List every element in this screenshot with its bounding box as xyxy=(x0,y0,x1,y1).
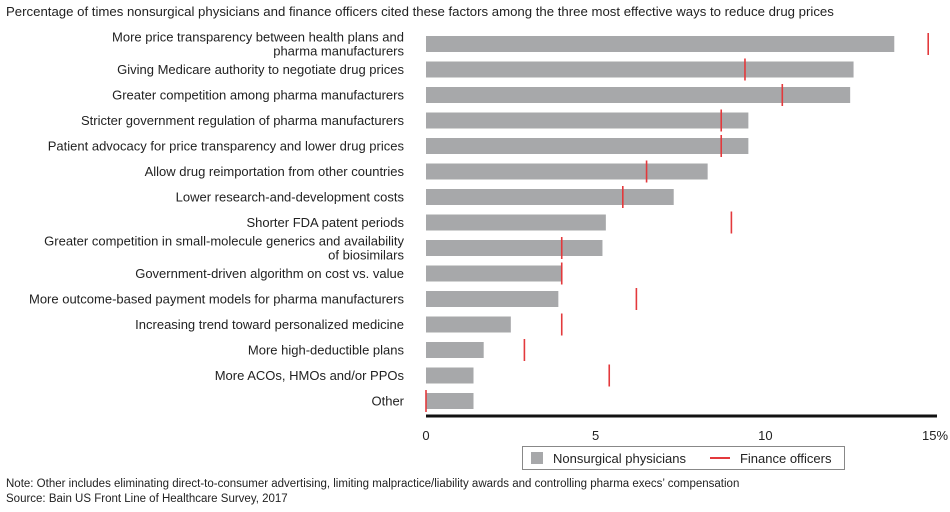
legend-swatch-bar xyxy=(531,452,543,464)
bar-physicians xyxy=(426,112,749,129)
legend-label-physicians: Nonsurgical physicians xyxy=(553,450,686,466)
category-label: More price transparency between health p… xyxy=(112,30,404,59)
category-label: Other xyxy=(371,394,404,409)
bar-physicians xyxy=(426,367,474,384)
legend-item-physicians: Nonsurgical physicians xyxy=(531,451,686,466)
category-label: Stricter government regulation of pharma… xyxy=(81,113,404,128)
category-label: Patient advocacy for price transparency … xyxy=(48,139,405,154)
footnote-note: Note: Other includes eliminating direct-… xyxy=(6,478,740,490)
category-label: Greater competition in small-molecule ge… xyxy=(44,234,404,263)
legend: Nonsurgical physicians Finance officers xyxy=(522,446,845,470)
bar-physicians xyxy=(426,61,854,78)
x-tick-label: 10 xyxy=(758,428,772,443)
legend-swatch-line xyxy=(709,457,730,459)
legend-item-finance: Finance officers xyxy=(706,450,832,466)
category-label: Shorter FDA patent periods xyxy=(246,215,404,230)
bar-physicians xyxy=(426,87,851,103)
bar-physicians xyxy=(426,291,559,307)
category-label: Giving Medicare authority to negotiate d… xyxy=(117,62,404,77)
bar-physicians xyxy=(426,265,562,282)
bar-physicians xyxy=(426,36,895,52)
bar-physicians xyxy=(426,393,474,409)
x-tick-label: 0 xyxy=(422,428,429,443)
bar-physicians xyxy=(426,316,511,333)
category-label: More high-deductible plans xyxy=(248,343,405,358)
bar-chart: More price transparency between health p… xyxy=(29,30,948,444)
category-label: Government-driven algorithm on cost vs. … xyxy=(135,266,404,281)
x-tick-label: 15% xyxy=(922,428,948,443)
category-label: More ACOs, HMOs and/or PPOs xyxy=(215,368,405,383)
footnote-source: Source: Bain US Front Line of Healthcare… xyxy=(6,493,288,505)
category-label: Increasing trend toward personalized med… xyxy=(135,317,404,332)
bar-physicians xyxy=(426,214,606,231)
legend-label-finance: Finance officers xyxy=(739,450,832,466)
bar-physicians xyxy=(426,240,603,256)
bar-physicians xyxy=(426,189,674,205)
category-label: Lower research-and-development costs xyxy=(176,190,405,205)
bar-physicians xyxy=(426,342,484,358)
chart-title: Percentage of times nonsurgical physicia… xyxy=(6,4,834,19)
bar-physicians xyxy=(426,163,708,180)
category-label: Allow drug reimportation from other coun… xyxy=(145,164,405,179)
x-tick-label: 5 xyxy=(592,428,599,443)
category-label: More outcome-based payment models for ph… xyxy=(29,292,405,307)
bar-physicians xyxy=(426,138,749,154)
category-label: Greater competition among pharma manufac… xyxy=(112,88,404,103)
